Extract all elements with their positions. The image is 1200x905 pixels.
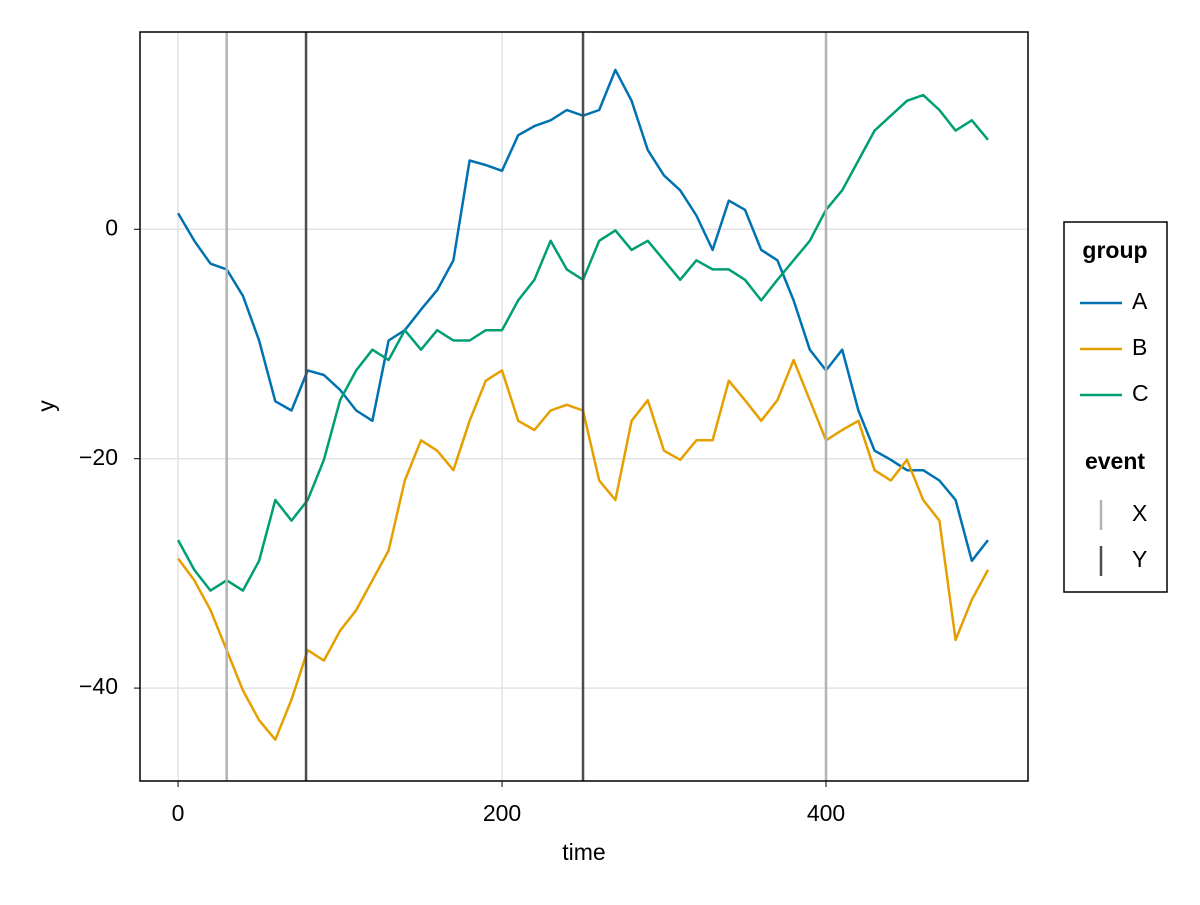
legend-label: X	[1132, 500, 1147, 526]
y-tick-label: −40	[79, 673, 118, 699]
legend-label: B	[1132, 334, 1147, 360]
legend-label: A	[1132, 288, 1148, 314]
legend-title: event	[1085, 448, 1145, 474]
x-tick-label: 200	[483, 800, 521, 826]
x-tick-label: 0	[172, 800, 185, 826]
x-tick-label: 400	[807, 800, 845, 826]
y-axis-label: y	[33, 400, 59, 412]
legend-label: C	[1132, 380, 1149, 406]
legend-title: group	[1082, 237, 1147, 263]
legend-box	[1063, 221, 1168, 593]
x-axis-label: time	[562, 839, 605, 865]
y-tick-label: −20	[79, 444, 118, 470]
plot-frame	[139, 31, 1029, 782]
y-tick-label: 0	[105, 214, 118, 240]
legend-label: Y	[1132, 546, 1147, 572]
